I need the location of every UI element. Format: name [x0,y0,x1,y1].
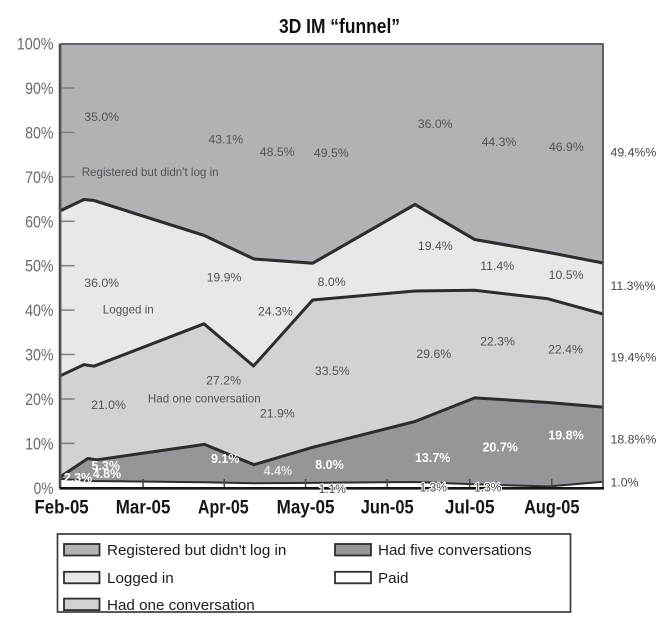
svg-text:40%: 40% [25,302,54,320]
svg-text:22.4%: 22.4% [548,342,583,356]
svg-text:Had five conversations: Had five conversations [378,542,532,559]
svg-text:8.0%: 8.0% [318,275,346,289]
svg-text:3D IM “funnel”: 3D IM “funnel” [279,16,400,38]
svg-text:11.4%: 11.4% [480,259,514,273]
svg-text:May-05: May-05 [277,498,335,519]
svg-text:1.3%: 1.3% [474,481,502,495]
svg-text:Feb-05: Feb-05 [35,498,89,519]
svg-text:24.3%: 24.3% [258,304,293,318]
svg-text:Jun-05: Jun-05 [361,498,414,519]
svg-text:10%: 10% [25,435,54,453]
svg-text:29.6%: 29.6% [416,347,451,361]
svg-text:5.3%: 5.3% [91,459,120,473]
svg-text:35.0%: 35.0% [84,110,119,124]
svg-text:0%: 0% [34,480,54,498]
svg-text:11.3%%: 11.3%% [611,279,656,293]
svg-text:8.0%: 8.0% [315,458,344,472]
svg-text:1.1%: 1.1% [319,482,347,496]
svg-text:19.4%: 19.4% [418,239,453,253]
svg-text:49.5%: 49.5% [314,146,349,160]
svg-text:Registered but didn't log in: Registered but didn't log in [82,166,219,179]
svg-text:90%: 90% [25,80,54,98]
svg-text:1.0%: 1.0% [611,475,639,489]
svg-text:Had one conversation: Had one conversation [148,392,261,405]
svg-text:48.5%: 48.5% [260,145,295,159]
svg-text:20.7%: 20.7% [482,441,517,455]
svg-text:30%: 30% [25,347,54,365]
svg-text:1.3%: 1.3% [420,481,448,495]
svg-text:49.4%%: 49.4%% [611,146,657,160]
svg-text:27.2%: 27.2% [206,373,241,387]
svg-text:19.8%: 19.8% [548,429,583,443]
svg-text:19.9%: 19.9% [207,271,242,285]
svg-text:Mar-05: Mar-05 [116,498,171,519]
svg-text:36.0%: 36.0% [84,276,119,290]
svg-text:4.4%: 4.4% [264,464,293,478]
svg-text:19.4%%: 19.4%% [611,350,657,364]
svg-text:100%: 100% [17,36,54,54]
svg-text:Apr-05: Apr-05 [198,498,249,519]
svg-text:21.0%: 21.0% [91,398,126,412]
svg-text:4.8%: 4.8% [93,467,122,481]
svg-text:10.5%: 10.5% [549,268,584,282]
svg-text:Registered but didn't log in: Registered but didn't log in [107,542,286,559]
svg-text:13.7%: 13.7% [415,451,450,465]
svg-text:80%: 80% [25,124,54,142]
svg-text:70%: 70% [25,169,54,187]
svg-text:Jul-05: Jul-05 [445,498,495,519]
svg-text:36.0%: 36.0% [418,117,453,131]
svg-text:60%: 60% [25,213,54,231]
svg-text:Had one conversation: Had one conversation [107,597,255,614]
svg-text:9.1%: 9.1% [211,452,240,466]
svg-text:18.8%%: 18.8%% [611,433,657,447]
svg-text:33.5%: 33.5% [315,364,350,378]
svg-text:46.9%: 46.9% [549,140,584,154]
svg-text:Logged in: Logged in [103,304,154,317]
svg-text:50%: 50% [25,258,54,276]
svg-text:2.3%: 2.3% [64,471,93,485]
svg-text:Aug-05: Aug-05 [524,498,580,519]
svg-text:20%: 20% [25,391,54,409]
svg-text:44.3%: 44.3% [482,135,517,149]
svg-text:21.9%: 21.9% [260,407,295,421]
svg-text:22.3%: 22.3% [480,334,515,348]
svg-text:Paid: Paid [378,570,408,587]
svg-text:43.1%: 43.1% [208,133,243,147]
svg-text:Logged in: Logged in [107,570,174,587]
